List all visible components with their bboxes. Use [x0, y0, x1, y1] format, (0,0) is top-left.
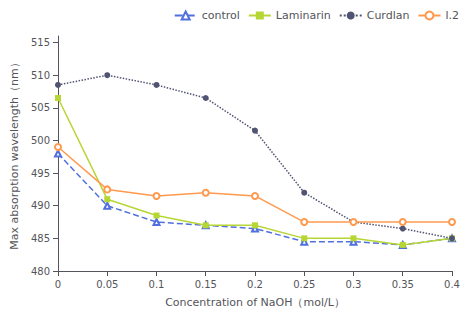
- svg-text:0.2: 0.2: [247, 279, 263, 290]
- svg-text:Laminarin: Laminarin: [276, 9, 331, 22]
- svg-text:500: 500: [31, 135, 50, 146]
- svg-text:0.35: 0.35: [392, 279, 414, 290]
- svg-text:control: control: [202, 9, 240, 22]
- svg-text:0.3: 0.3: [346, 279, 362, 290]
- svg-text:0.4: 0.4: [444, 279, 460, 290]
- svg-text:Concentration of NaOH（mol/L）: Concentration of NaOH（mol/L）: [165, 296, 345, 309]
- svg-text:0.15: 0.15: [195, 279, 217, 290]
- svg-text:l.2: l.2: [445, 9, 459, 22]
- svg-text:505: 505: [31, 102, 50, 113]
- svg-text:495: 495: [31, 168, 50, 179]
- svg-text:480: 480: [31, 266, 50, 277]
- svg-text:0.1: 0.1: [149, 279, 165, 290]
- svg-text:490: 490: [31, 200, 50, 211]
- svg-text:515: 515: [31, 37, 50, 48]
- svg-text:510: 510: [31, 70, 50, 81]
- svg-text:485: 485: [31, 233, 50, 244]
- svg-text:Max absorption wavelength（nm）: Max absorption wavelength（nm）: [8, 57, 21, 249]
- svg-text:Curdlan: Curdlan: [367, 9, 410, 22]
- svg-text:0.05: 0.05: [96, 279, 118, 290]
- svg-text:0.25: 0.25: [293, 279, 315, 290]
- svg-text:0: 0: [55, 279, 61, 290]
